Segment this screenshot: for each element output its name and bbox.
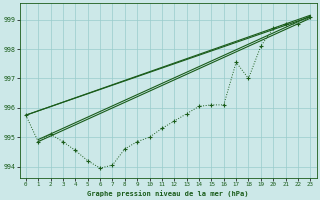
X-axis label: Graphe pression niveau de la mer (hPa): Graphe pression niveau de la mer (hPa) xyxy=(87,190,249,197)
